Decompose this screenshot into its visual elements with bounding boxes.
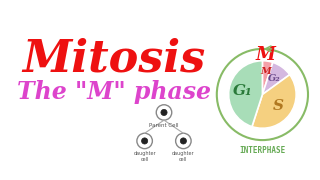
Circle shape — [180, 138, 187, 144]
Text: G₁: G₁ — [233, 84, 252, 98]
Text: daughter
cell: daughter cell — [133, 151, 156, 162]
Text: M: M — [255, 46, 275, 64]
Text: daughter
cell: daughter cell — [172, 151, 195, 162]
Wedge shape — [262, 62, 290, 94]
Wedge shape — [252, 75, 296, 128]
Text: The "M" phase: The "M" phase — [17, 80, 211, 104]
Text: G₂: G₂ — [268, 74, 281, 83]
Text: M: M — [261, 67, 271, 76]
Wedge shape — [228, 61, 262, 127]
Wedge shape — [262, 61, 273, 94]
Text: INTERPHASE: INTERPHASE — [239, 146, 285, 155]
Text: Mitosis: Mitosis — [22, 37, 205, 80]
Text: S: S — [273, 99, 284, 113]
Circle shape — [141, 138, 148, 144]
Text: Parent Cell: Parent Cell — [149, 123, 179, 128]
Circle shape — [161, 109, 167, 116]
